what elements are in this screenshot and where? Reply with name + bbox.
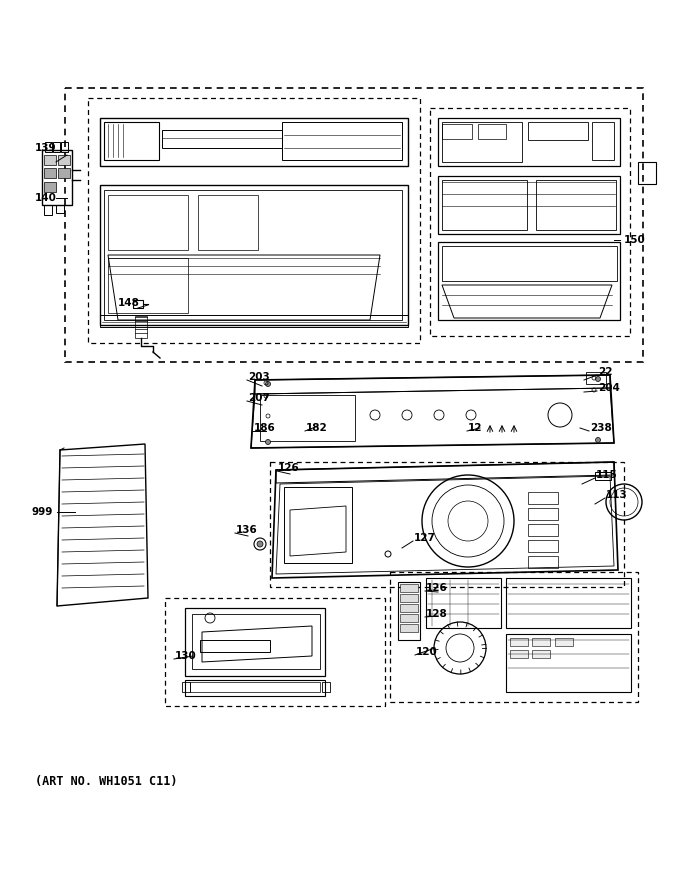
Text: 126: 126 [426, 583, 447, 593]
Text: 207: 207 [248, 393, 270, 403]
Text: 140: 140 [35, 193, 57, 203]
Circle shape [596, 377, 600, 382]
Circle shape [265, 382, 271, 386]
Text: 139: 139 [35, 143, 56, 153]
Circle shape [596, 437, 600, 443]
Text: 203: 203 [248, 372, 270, 382]
Text: 126: 126 [278, 463, 300, 473]
Circle shape [257, 541, 263, 547]
Polygon shape [510, 650, 528, 658]
Polygon shape [400, 614, 418, 622]
Text: 204: 204 [598, 383, 620, 393]
Polygon shape [400, 594, 418, 602]
Text: (ART NO. WH1051 C11): (ART NO. WH1051 C11) [35, 775, 177, 788]
Polygon shape [44, 155, 56, 165]
Polygon shape [532, 650, 550, 658]
Text: 238: 238 [590, 423, 612, 433]
Polygon shape [400, 604, 418, 612]
Text: 148: 148 [118, 298, 140, 308]
Text: 999: 999 [32, 507, 53, 517]
Polygon shape [400, 584, 418, 592]
Circle shape [265, 439, 271, 444]
Polygon shape [400, 624, 418, 632]
Text: 128: 128 [426, 609, 447, 619]
Polygon shape [58, 155, 70, 165]
Polygon shape [44, 168, 56, 178]
Text: 22: 22 [598, 367, 613, 377]
Text: 182: 182 [306, 423, 328, 433]
Text: 115: 115 [596, 470, 617, 480]
Polygon shape [555, 638, 573, 646]
Text: 150: 150 [624, 235, 646, 245]
Polygon shape [532, 638, 550, 646]
Polygon shape [44, 182, 56, 192]
Text: 186: 186 [254, 423, 276, 433]
Text: 12: 12 [468, 423, 483, 433]
Text: 113: 113 [606, 490, 628, 500]
Text: 127: 127 [414, 533, 436, 543]
Text: 136: 136 [236, 525, 258, 535]
Polygon shape [58, 168, 70, 178]
Polygon shape [510, 638, 528, 646]
Text: 120: 120 [416, 647, 438, 657]
Text: 130: 130 [175, 651, 197, 661]
